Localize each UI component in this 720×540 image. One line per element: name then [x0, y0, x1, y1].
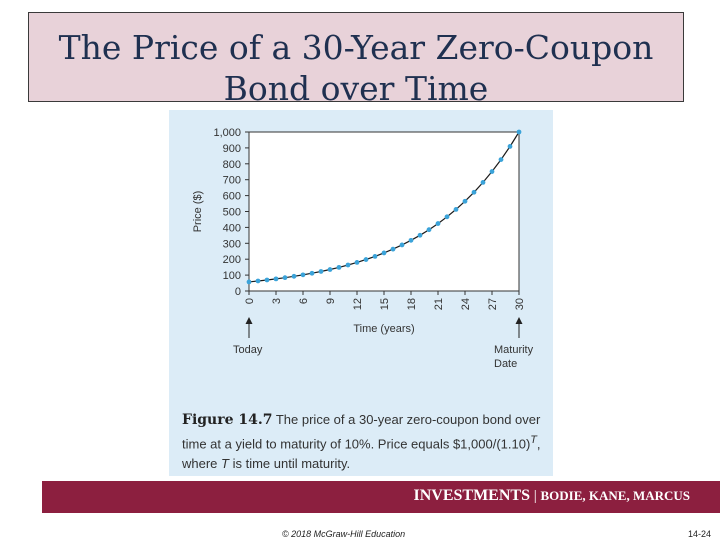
x-tick-label: 27: [487, 298, 499, 310]
data-point: [273, 276, 279, 282]
slide-title-box: The Price of a 30-Year Zero-Coupon Bond …: [28, 12, 684, 108]
data-point: [390, 246, 396, 252]
data-point: [264, 277, 270, 283]
data-point: [426, 227, 432, 233]
annotation-label: Date: [494, 358, 517, 370]
data-point: [399, 242, 405, 248]
x-tick-label: 6: [298, 298, 310, 304]
data-point: [345, 262, 351, 268]
x-tick-label: 12: [352, 298, 364, 310]
data-point: [363, 257, 369, 262]
x-tick-label: 24: [460, 298, 472, 310]
annotation-label: Maturity: [494, 344, 534, 356]
y-tick-label: 800: [223, 159, 241, 171]
data-point: [435, 221, 441, 226]
data-point: [498, 157, 504, 162]
data-point: [354, 260, 360, 265]
y-tick-label: 700: [223, 175, 241, 187]
data-point: [507, 144, 513, 149]
data-point: [300, 272, 306, 278]
data-point: [246, 279, 252, 285]
plot-area: [248, 131, 520, 292]
figure-caption: Figure 14.7 The price of a 30-year zero-…: [182, 410, 542, 474]
x-tick-label: 0: [244, 298, 256, 304]
data-point: [462, 198, 468, 204]
data-point: [318, 269, 324, 274]
data-point: [291, 273, 297, 279]
y-tick-label: 400: [223, 222, 241, 234]
x-tick-label: 9: [325, 298, 337, 304]
x-tick-label: 3: [271, 298, 283, 304]
data-point: [516, 129, 522, 135]
caption-text-c: is time until maturity.: [228, 456, 351, 472]
copyright-text: © 2018 McGraw-Hill Education: [282, 529, 406, 539]
data-point: [309, 270, 315, 276]
y-tick-label: 500: [223, 207, 241, 219]
footer-brand-line: INVESTMENTS | BODIE, KANE, MARCUS: [413, 487, 690, 505]
data-point: [282, 275, 288, 281]
y-axis-label: Price ($): [192, 191, 204, 233]
footer-authors: BODIE, KANE, MARCUS: [540, 488, 690, 503]
x-tick-label: 21: [433, 298, 445, 310]
data-point: [453, 207, 459, 212]
data-point: [372, 253, 378, 259]
data-point: [336, 264, 342, 270]
footer-bar: INVESTMENTS | BODIE, KANE, MARCUS: [42, 481, 720, 513]
x-tick-label: 30: [514, 298, 526, 310]
x-tick-label: 18: [406, 298, 418, 310]
caption-text-a: The price of a 30-year zero-coupon bond …: [182, 412, 541, 452]
y-tick-label: 0: [235, 286, 241, 298]
data-point: [255, 278, 261, 284]
data-point: [489, 169, 495, 174]
annotation-label: Today: [233, 344, 263, 356]
y-tick-label: 600: [223, 191, 241, 203]
data-point: [480, 180, 486, 185]
x-axis-label: Time (years): [353, 323, 414, 335]
footer-separator: |: [529, 488, 541, 504]
data-point: [381, 250, 387, 256]
y-tick-label: 1,000: [213, 127, 241, 139]
data-point: [471, 189, 477, 195]
page-number: 14-24: [688, 529, 712, 539]
data-point: [444, 214, 450, 220]
caption-text-b: , where: [182, 436, 541, 472]
caption-italic-var: T: [221, 456, 229, 472]
annotation-arrowhead: [245, 317, 253, 324]
footer-brand: INVESTMENTS: [413, 487, 530, 504]
y-tick-label: 300: [223, 238, 241, 250]
data-point: [327, 267, 333, 272]
slide-title-line-2: Bond over Time: [223, 69, 489, 108]
figure-number: Figure 14.7: [182, 412, 273, 428]
annotation-arrowhead: [515, 317, 523, 324]
y-tick-label: 100: [223, 270, 241, 282]
caption-superscript: T: [530, 434, 537, 446]
data-point: [408, 237, 414, 243]
x-tick-label: 15: [379, 298, 391, 310]
y-tick-label: 200: [223, 254, 241, 266]
slide-title-line-1: The Price of a 30-Year Zero-Coupon: [58, 28, 654, 67]
y-tick-label: 900: [223, 143, 241, 155]
data-point: [417, 232, 423, 238]
